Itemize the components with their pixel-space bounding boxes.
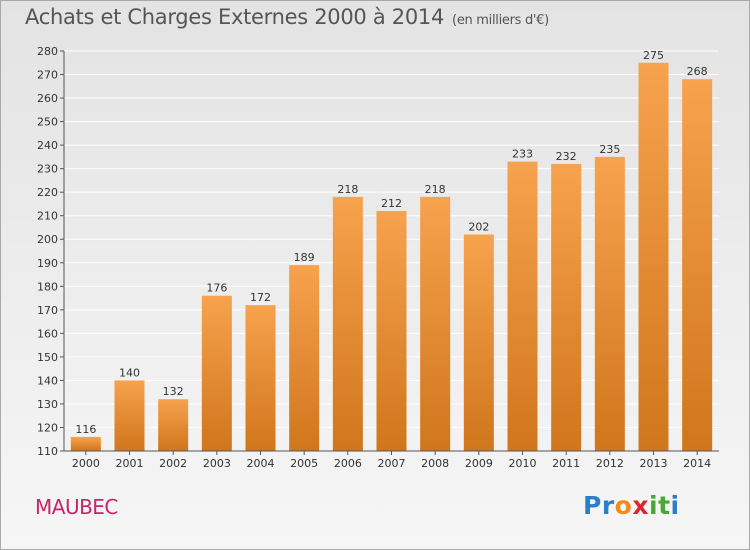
value-label-2010: 233 (512, 148, 533, 161)
x-tick-label-2007: 2007 (378, 457, 406, 470)
x-tick-label-2006: 2006 (334, 457, 362, 470)
bar-2013 (638, 62, 669, 451)
logo-letter: i (649, 491, 659, 520)
x-tick-label-2003: 2003 (203, 457, 231, 470)
y-tick-label-130: 130 (37, 398, 58, 411)
y-tick-label-140: 140 (37, 374, 58, 387)
value-label-2004: 172 (250, 291, 271, 304)
x-tick-label-2011: 2011 (552, 457, 580, 470)
y-tick-label-160: 160 (37, 327, 58, 340)
y-tick-label-220: 220 (37, 186, 58, 199)
bar-2004 (245, 305, 276, 451)
value-label-2014: 268 (687, 65, 708, 78)
axes (60, 50, 719, 455)
y-tick-label-260: 260 (37, 92, 58, 105)
bar-2002 (158, 399, 189, 451)
logo-letter: P (583, 491, 602, 520)
y-tick-label-250: 250 (37, 116, 58, 129)
logo-letter: x (632, 491, 649, 520)
value-label-2013: 275 (643, 49, 664, 62)
x-tick-label-2009: 2009 (465, 457, 493, 470)
commune-name: MAUBEC (35, 495, 118, 519)
value-label-2002: 132 (163, 385, 184, 398)
bars (70, 62, 713, 452)
value-label-2007: 212 (381, 197, 402, 210)
x-tick-label-2010: 2010 (509, 457, 537, 470)
value-label-2008: 218 (425, 183, 446, 196)
y-tick-label-280: 280 (37, 45, 58, 58)
bar-2011 (551, 163, 582, 452)
y-tick-label-180: 180 (37, 280, 58, 293)
chart-subtitle: (en milliers d'€) (452, 13, 549, 28)
x-tick-label-2005: 2005 (290, 457, 318, 470)
logo-letter: o (614, 491, 633, 520)
proxiti-logo: Proxiti (583, 491, 680, 520)
value-label-2011: 232 (556, 150, 577, 163)
value-label-2006: 218 (337, 183, 358, 196)
chart-title-text: Achats et Charges Externes 2000 à 2014 (25, 5, 445, 29)
bar-2010 (507, 161, 538, 451)
bar-2008 (420, 196, 451, 451)
logo-letter: t (658, 491, 671, 520)
value-label-2012: 235 (599, 143, 620, 156)
bar-2005 (289, 265, 320, 451)
y-tick-label-150: 150 (37, 351, 58, 364)
x-tick-label-2012: 2012 (596, 457, 624, 470)
bar-2006 (332, 196, 363, 451)
x-tick-label-2013: 2013 (640, 457, 668, 470)
bar-2007 (376, 211, 407, 451)
bar-2009 (463, 234, 494, 451)
y-tick-label-240: 240 (37, 139, 58, 152)
x-tick-label-2000: 2000 (72, 457, 100, 470)
logo-letter: i (670, 491, 680, 520)
x-tick-label-2001: 2001 (116, 457, 144, 470)
bar-2012 (594, 156, 625, 451)
logo-letter: r (601, 491, 615, 520)
bar-2003 (201, 295, 232, 451)
y-tick-label-230: 230 (37, 163, 58, 176)
chart-title: Achats et Charges Externes 2000 à 2014 (e… (25, 5, 549, 29)
y-tick-label-270: 270 (37, 69, 58, 82)
x-tick-label-2002: 2002 (159, 457, 187, 470)
y-tick-label-120: 120 (37, 421, 58, 434)
bar-2014 (682, 79, 713, 451)
bar-2000 (70, 436, 101, 451)
bar-2001 (114, 380, 145, 451)
y-tick-label-170: 170 (37, 304, 58, 317)
x-tick-label-2004: 2004 (247, 457, 275, 470)
value-label-2000: 116 (75, 423, 96, 436)
labels: 110 120 130 140 150 160 170 180 190 200 210 220 230 2… (37, 45, 711, 470)
value-label-2003: 176 (206, 282, 227, 295)
y-tick-label-190: 190 (37, 257, 58, 270)
value-label-2001: 140 (119, 366, 140, 379)
x-tick-label-2008: 2008 (421, 457, 449, 470)
value-label-2009: 202 (468, 221, 489, 234)
y-tick-label-210: 210 (37, 210, 58, 223)
value-label-2005: 189 (294, 251, 315, 264)
y-tick-label-200: 200 (37, 233, 58, 246)
x-tick-label-2014: 2014 (683, 457, 711, 470)
y-tick-label-110: 110 (37, 445, 58, 458)
